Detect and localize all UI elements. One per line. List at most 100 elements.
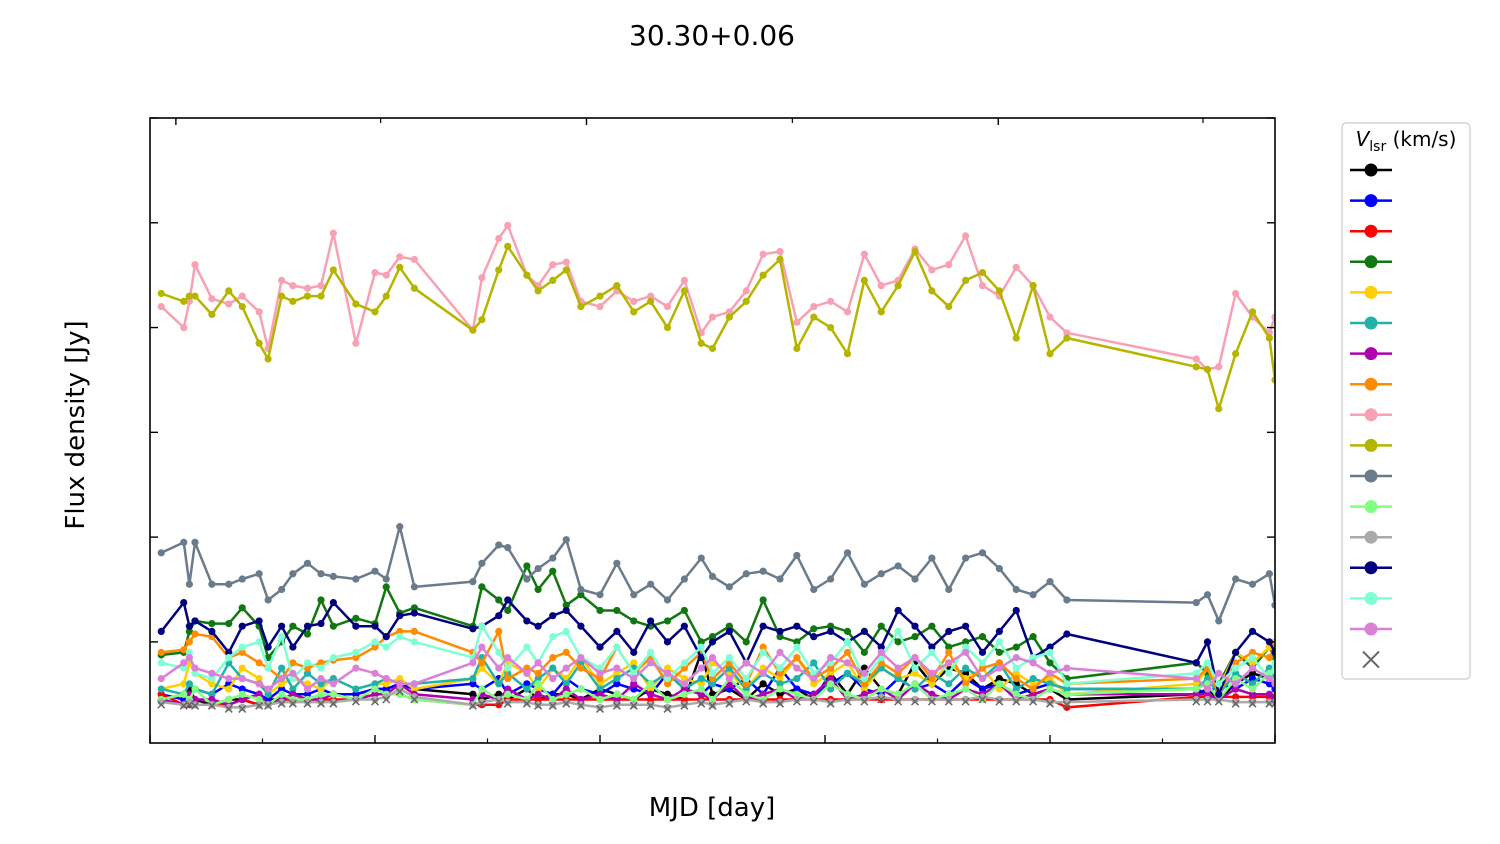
- sigma-marker: [927, 697, 936, 706]
- data-point: [1203, 690, 1212, 698]
- data-point: [708, 654, 717, 662]
- sigma-marker: [759, 699, 768, 708]
- data-point: [317, 619, 325, 628]
- data-point: [1192, 695, 1200, 704]
- data-point: [289, 643, 297, 651]
- data-point: [157, 659, 165, 667]
- data-point: [894, 606, 902, 615]
- data-point: [630, 685, 638, 693]
- data-point: [255, 659, 263, 667]
- data-point: [708, 633, 717, 641]
- data-point: [978, 685, 987, 693]
- data-point: [329, 698, 337, 706]
- data-point: [278, 674, 286, 683]
- data-point: [596, 643, 604, 651]
- data-point: [478, 316, 486, 324]
- data-point: [945, 669, 953, 677]
- data-point: [810, 625, 818, 633]
- sigma-marker: [629, 701, 638, 710]
- data-point: [352, 339, 360, 347]
- data-point: [995, 680, 1003, 688]
- data-point: [697, 554, 705, 562]
- data-point: [877, 685, 885, 693]
- data-point: [1029, 591, 1037, 599]
- data-point: [191, 261, 199, 269]
- legend-entry: [1350, 530, 1392, 544]
- cross-stroke: [477, 699, 486, 708]
- data-point: [534, 680, 542, 688]
- data-point: [1046, 669, 1054, 677]
- data-point: [504, 698, 512, 706]
- legend-marker: [1364, 316, 1378, 330]
- sigma-marker: [395, 687, 404, 696]
- sigma-marker: [277, 699, 286, 708]
- cross-stroke: [1045, 699, 1055, 708]
- data-point: [495, 680, 503, 688]
- legend-entry: [1350, 408, 1392, 422]
- data-point: [978, 664, 987, 672]
- data-point: [1232, 680, 1240, 688]
- cross-stroke: [410, 695, 419, 704]
- data-point: [596, 669, 604, 677]
- data-point: [191, 695, 199, 704]
- data-point: [877, 648, 885, 656]
- data-point: [264, 355, 272, 363]
- data-point: [523, 617, 531, 625]
- data-point: [562, 258, 570, 266]
- data-point: [329, 654, 337, 662]
- data-point: [894, 690, 902, 698]
- data-point: [776, 674, 784, 683]
- data-point: [303, 669, 312, 677]
- series-36-92-line: [160, 525, 1275, 623]
- data-point: [1271, 376, 1275, 384]
- sigma-marker: [494, 697, 503, 706]
- data-point: [238, 703, 246, 711]
- data-point: [793, 690, 801, 698]
- data-point: [613, 695, 621, 704]
- data-point: [289, 685, 297, 693]
- sigma-marker: [1231, 699, 1240, 708]
- data-point: [1012, 654, 1020, 662]
- data-point: [1029, 674, 1037, 683]
- cross-stroke: [382, 695, 391, 704]
- data-point: [577, 622, 585, 630]
- data-point: [352, 690, 360, 698]
- data-point: [894, 282, 902, 290]
- data-point: [725, 685, 733, 693]
- data-point: [1192, 685, 1200, 693]
- data-point: [1046, 313, 1054, 321]
- data-point: [663, 669, 672, 677]
- data-point: [1248, 674, 1257, 683]
- data-point: [630, 617, 638, 625]
- data-point: [1248, 669, 1257, 677]
- data-point: [352, 695, 360, 704]
- cross-stroke: [207, 701, 216, 710]
- sigma-marker: [680, 701, 689, 710]
- data-point: [995, 287, 1003, 295]
- data-point: [860, 276, 868, 285]
- data-point: [827, 669, 835, 677]
- data-point: [630, 297, 638, 305]
- series-33-68-line: [161, 564, 1275, 686]
- legend-frame: [1341, 122, 1471, 680]
- data-point: [928, 287, 936, 295]
- data-point: [663, 638, 672, 646]
- data-point: [1063, 690, 1071, 698]
- data-point: [647, 659, 655, 667]
- data-point: [317, 282, 325, 290]
- legend-marker: [1364, 561, 1378, 575]
- data-point: [1012, 669, 1020, 677]
- data-point: [478, 559, 486, 567]
- cross-stroke: [238, 704, 247, 713]
- data-point: [759, 250, 767, 258]
- legend-entry: [1350, 377, 1392, 391]
- data-point: [860, 674, 868, 683]
- data-point: [255, 339, 263, 347]
- data-point: [1012, 690, 1020, 698]
- cross-stroke: [725, 699, 734, 708]
- data-point: [613, 680, 621, 688]
- data-point: [180, 538, 188, 546]
- data-point: [827, 664, 835, 672]
- data-point: [725, 622, 733, 630]
- data-point: [371, 268, 379, 277]
